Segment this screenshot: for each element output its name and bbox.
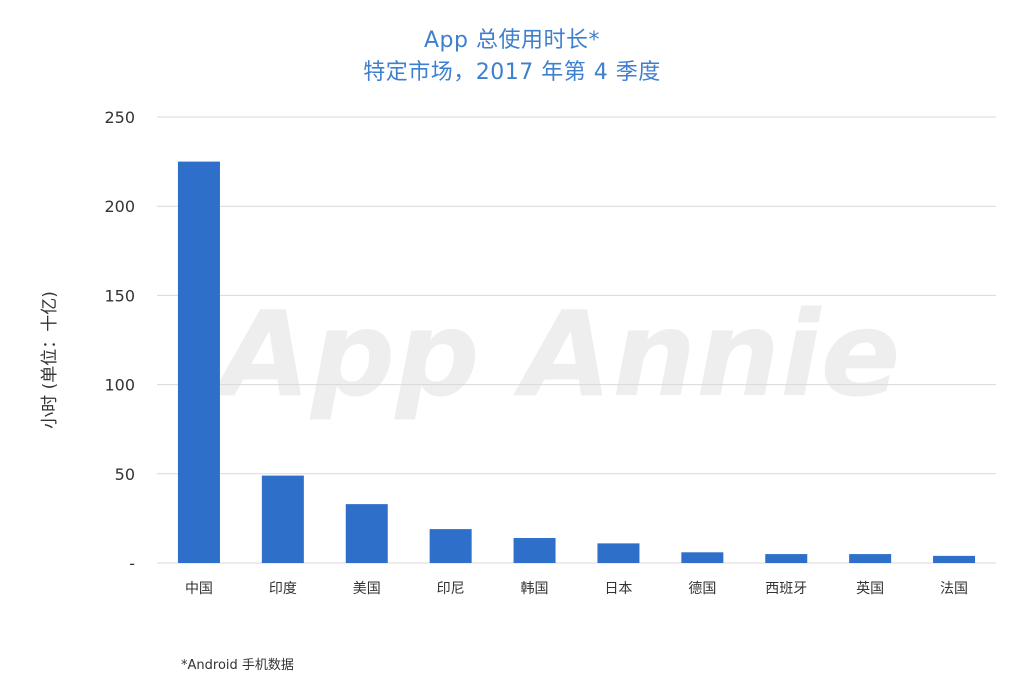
bar [429,529,472,563]
bar [261,475,304,563]
chart-title: App 总使用时长* [424,28,600,53]
bar [345,504,388,563]
y-tick-label: 200 [104,197,135,216]
x-tick-label: 法国 [940,581,968,597]
x-tick-label: 美国 [353,581,381,597]
footnote: *Android 手机数据 [181,658,294,673]
bar [597,543,640,563]
x-axis-ticks: 中国 印度 美国 印尼 韩国 日本 德国 西班牙 英国 法国 [185,580,968,597]
x-tick-label: 韩国 [521,581,549,597]
y-tick-label: 150 [104,286,135,305]
bar [177,161,220,563]
x-tick-label: 德国 [688,581,716,597]
x-tick-label: 印尼 [437,581,465,597]
bar [849,554,892,563]
bar [765,554,808,563]
x-tick-label: 日本 [604,581,632,597]
y-tick-label: 250 [104,108,135,127]
y-axis-ticks: - 50 100 150 200 250 [104,108,135,573]
bars [177,161,976,563]
bar [681,552,724,563]
bar [933,555,976,563]
y-axis-label: 小时 (单位：十亿) [40,291,60,429]
bar [513,538,556,563]
y-tick-label: - [129,554,135,573]
chart-subtitle: 特定市场，2017 年第 4 季度 [363,60,661,85]
x-tick-label: 西班牙 [765,581,807,597]
x-tick-label: 英国 [856,580,884,597]
y-tick-label: 50 [115,465,135,484]
watermark: App Annie [211,285,900,423]
y-tick-label: 100 [104,376,135,395]
x-tick-label: 印度 [269,581,297,597]
x-tick-label: 中国 [185,581,213,597]
